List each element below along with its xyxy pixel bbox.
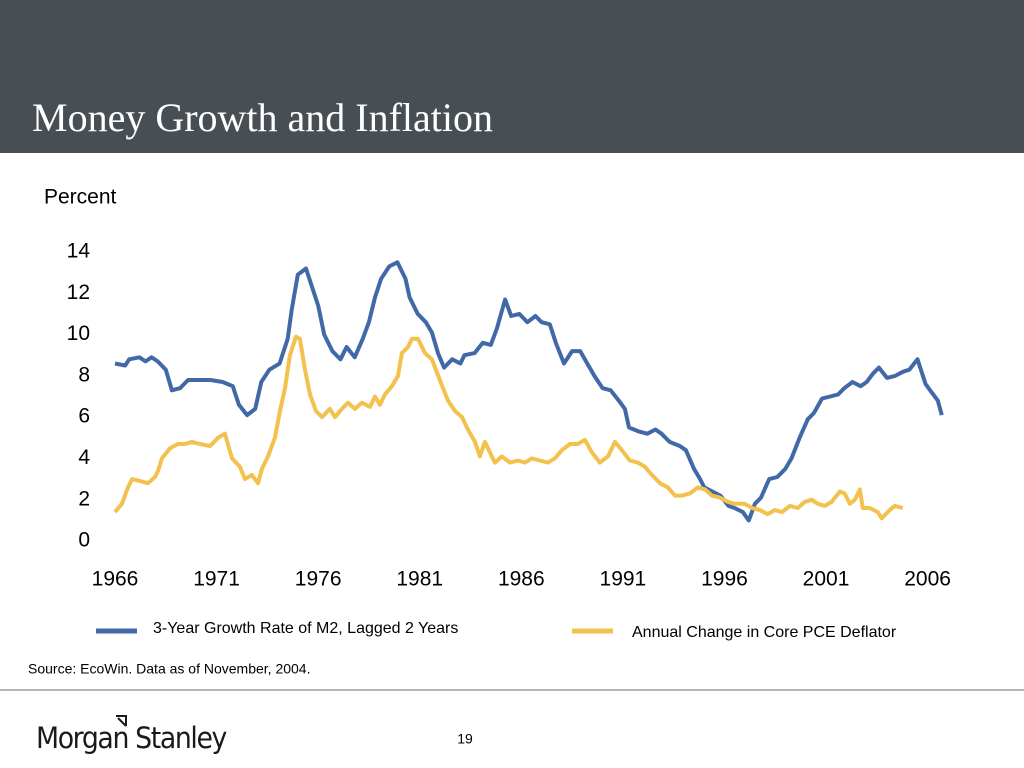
header-bar xyxy=(0,0,1024,153)
x-tick-label: 1971 xyxy=(193,568,240,591)
logo-mark xyxy=(116,715,127,727)
y-tick-label: 0 xyxy=(78,529,90,552)
y-tick-label: 2 xyxy=(78,487,90,510)
slide-title: Money Growth and Inflation xyxy=(32,95,493,140)
y-axis-label: Percent xyxy=(44,186,117,209)
x-tick-label: 2006 xyxy=(904,568,951,591)
y-tick-label: 6 xyxy=(78,405,90,428)
y-tick-label: 8 xyxy=(78,363,90,386)
source-note: Source: EcoWin. Data as of November, 200… xyxy=(28,661,310,677)
y-tick-label: 10 xyxy=(67,322,90,345)
x-tick-label: 1996 xyxy=(701,568,748,591)
series-line xyxy=(113,334,904,521)
legend-label: 3-Year Growth Rate of M2, Lagged 2 Years xyxy=(153,620,458,637)
legend-label: Annual Change in Core PCE Deflator xyxy=(632,624,897,641)
logo: Morgan Stanley xyxy=(36,721,227,755)
x-tick-label: 1981 xyxy=(396,568,443,591)
x-tick-label: 1991 xyxy=(600,568,647,591)
page-number: 19 xyxy=(457,731,473,747)
y-tick-label: 4 xyxy=(78,446,90,469)
x-tick-label: 1966 xyxy=(92,568,139,591)
x-tick-label: 1986 xyxy=(498,568,545,591)
series-line xyxy=(114,260,944,523)
x-tick-label: 2001 xyxy=(803,568,850,591)
y-tick-label: 14 xyxy=(67,240,91,263)
y-tick-label: 12 xyxy=(67,281,90,304)
x-tick-label: 1976 xyxy=(295,568,342,591)
